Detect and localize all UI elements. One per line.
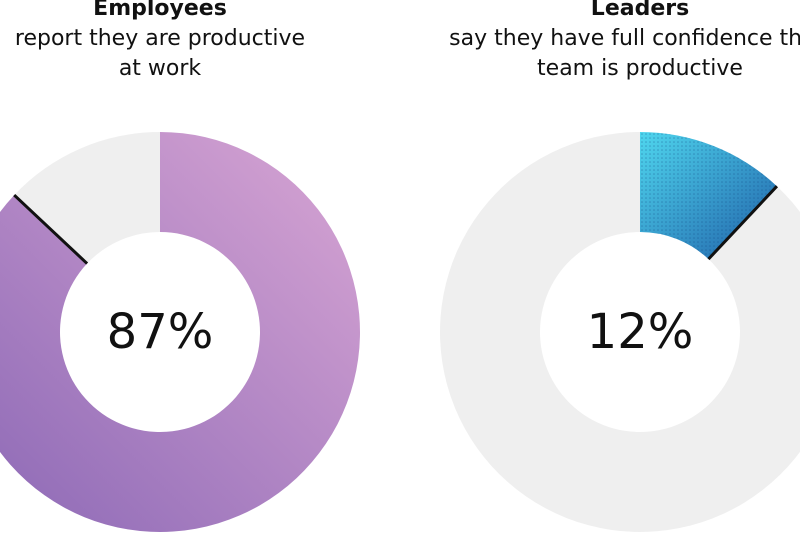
employees-donut-chart: 87% (0, 132, 360, 532)
employees-subtitle-line-2: at work (118, 56, 202, 81)
leaders-chart-panel: Leaders say they have full confidence th… (420, 0, 800, 533)
leaders-donut-chart: 12% (440, 132, 800, 532)
leaders-subtitle-line-2: team is productive (537, 56, 743, 81)
leaders-title: Leaders (590, 0, 690, 21)
leaders-heading: Leaders say they have full confidence th… (420, 0, 800, 84)
leaders-value-label: 12% (587, 304, 694, 360)
leaders-slice-separator (707, 185, 779, 261)
employees-slice-remainder (14, 132, 161, 264)
employees-value-label: 87% (107, 304, 214, 360)
leaders-slice-value-texture (640, 132, 777, 260)
employees-subtitle-line-1: report they are productive (14, 26, 306, 51)
employees-slice-value (0, 132, 360, 532)
employees-slice-separator (13, 193, 89, 265)
leaders-subtitle-line-1: say they have full confidence their (449, 26, 800, 51)
leaders-slice-remainder (440, 132, 800, 532)
employees-heading: Employees report they are productive at … (0, 0, 380, 84)
employees-chart-panel: Employees report they are productive at … (0, 0, 360, 533)
employees-title: Employees (93, 0, 227, 21)
